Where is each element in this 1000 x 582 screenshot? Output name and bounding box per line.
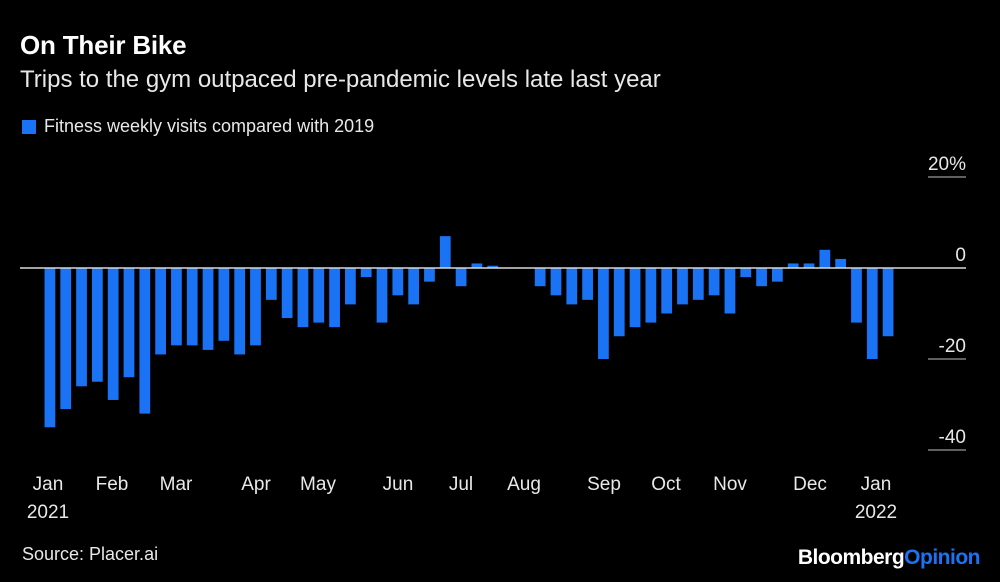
y-tick-label: 0 xyxy=(955,245,966,266)
bar xyxy=(376,268,388,323)
bar xyxy=(613,268,625,337)
x-tick-label: Dec xyxy=(793,474,827,495)
x-year-label: 2021 xyxy=(27,502,69,523)
bar xyxy=(345,268,356,305)
bar xyxy=(234,268,246,355)
bar xyxy=(471,263,483,268)
bar xyxy=(819,249,831,268)
x-tick-label: Jun xyxy=(383,474,414,495)
x-year-label: 2022 xyxy=(855,502,897,523)
x-tick-label: Jan xyxy=(33,474,64,495)
bar xyxy=(155,268,166,355)
bar xyxy=(534,268,546,287)
bar xyxy=(455,268,467,287)
x-tick-label: Feb xyxy=(96,474,129,495)
bar xyxy=(866,268,878,359)
bar xyxy=(629,268,641,328)
bar xyxy=(281,268,293,319)
bar xyxy=(392,268,404,296)
x-tick-label: Sep xyxy=(587,474,621,495)
x-tick-labels: Jan Feb Mar Apr May Jun Jul Aug Sep Oct Nov Dec Jan 2… xyxy=(27,474,897,523)
bar xyxy=(329,268,340,328)
x-tick-label: Oct xyxy=(651,474,681,495)
legend: Fitness weekly visits compared with 2019 xyxy=(22,116,374,137)
chart-title: On Their Bike xyxy=(20,30,187,60)
bar xyxy=(91,268,103,382)
x-tick-label: Jan xyxy=(861,474,892,495)
bar xyxy=(803,263,815,268)
x-tick-label: Aug xyxy=(507,474,541,495)
bar xyxy=(598,268,609,359)
bar xyxy=(202,268,214,350)
y-tick-lines xyxy=(928,176,966,451)
bar xyxy=(582,268,593,300)
bar xyxy=(692,268,704,300)
legend-swatch xyxy=(22,119,36,134)
bar xyxy=(297,268,309,328)
bar xyxy=(677,268,688,305)
bar xyxy=(724,268,736,314)
y-tick-label: -40 xyxy=(939,427,966,448)
bar xyxy=(708,268,720,296)
bar xyxy=(265,268,277,300)
source-note: Source: Placer.ai xyxy=(22,544,159,564)
chart-subtitle: Trips to the gym outpaced pre-pandemic l… xyxy=(20,66,661,93)
bar xyxy=(186,268,198,346)
bar xyxy=(645,268,657,323)
bar xyxy=(756,268,767,287)
bar xyxy=(566,268,578,305)
bar xyxy=(171,268,182,346)
bar xyxy=(851,268,862,323)
bar xyxy=(218,268,230,341)
bar xyxy=(439,236,451,268)
bar xyxy=(661,268,673,314)
bar xyxy=(360,268,372,278)
x-tick-label: May xyxy=(300,474,336,495)
bar xyxy=(835,258,847,268)
bar xyxy=(107,268,119,400)
y-tick-labels: 20% 0 -20 -40 xyxy=(928,154,966,448)
bar xyxy=(123,268,135,378)
x-tick-label: Jul xyxy=(449,474,473,495)
bar xyxy=(772,268,783,282)
bar xyxy=(424,268,435,282)
x-tick-label: Mar xyxy=(160,474,193,495)
bar xyxy=(408,268,420,305)
bar xyxy=(487,265,499,268)
legend-label: Fitness weekly visits compared with 2019 xyxy=(44,116,375,136)
brand-primary: Bloomberg xyxy=(797,546,905,569)
brand-logo: BloombergOpinion xyxy=(797,546,981,570)
bar xyxy=(76,268,87,387)
x-tick-label: Apr xyxy=(241,474,271,495)
bar xyxy=(787,263,799,268)
y-tick-label: -20 xyxy=(939,336,966,357)
bar xyxy=(60,268,72,410)
bar xyxy=(740,268,752,278)
bar xyxy=(139,268,151,414)
x-tick-label: Nov xyxy=(713,474,747,495)
bar xyxy=(882,268,894,337)
bar xyxy=(313,268,325,323)
bar xyxy=(44,268,56,428)
brand-secondary: Opinion xyxy=(904,546,980,569)
bar xyxy=(250,268,261,346)
bars xyxy=(44,236,894,428)
y-tick-label: 20% xyxy=(928,154,966,175)
bar xyxy=(550,268,562,296)
